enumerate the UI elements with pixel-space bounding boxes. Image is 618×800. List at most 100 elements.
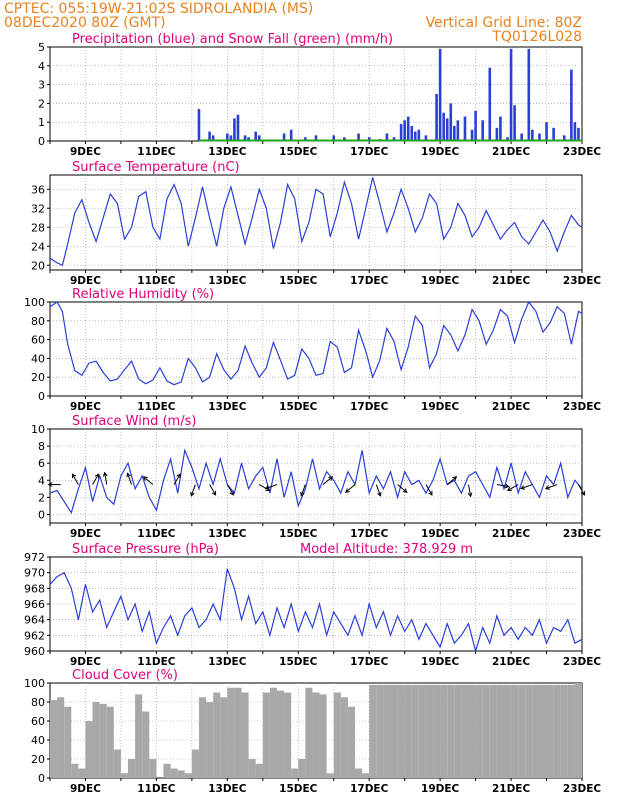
x-tick-label: 9DEC bbox=[70, 656, 101, 668]
precip-bar bbox=[488, 67, 492, 141]
precip-bar bbox=[236, 114, 240, 141]
wind-arrow bbox=[496, 484, 509, 488]
series-line bbox=[49, 300, 583, 386]
x-tick-label: 11DEC bbox=[137, 146, 176, 158]
wind-arrow bbox=[104, 472, 108, 485]
cloud-bar bbox=[170, 768, 178, 778]
x-tick-label: 15DEC bbox=[279, 401, 318, 413]
precip-bar bbox=[545, 122, 548, 141]
plot-frame bbox=[49, 174, 583, 271]
plot-frame bbox=[49, 556, 583, 652]
wind-arrow-head bbox=[452, 476, 458, 481]
x-tick-label: 9DEC bbox=[70, 528, 101, 540]
cloud-bar bbox=[291, 768, 299, 778]
header-date: 08DEC2020 80Z (GMT) bbox=[4, 15, 166, 31]
wind-arrow-head bbox=[47, 482, 53, 487]
cloud-bar bbox=[475, 684, 483, 778]
x-tick-label: 13DEC bbox=[208, 401, 247, 413]
cloud-bar bbox=[149, 759, 157, 778]
x-tick-label: 11DEC bbox=[137, 275, 176, 287]
wind-arrow bbox=[520, 484, 533, 490]
y-tick-label: 4 bbox=[38, 60, 45, 73]
cloud-bar bbox=[362, 773, 370, 778]
wind-arrow bbox=[300, 484, 306, 496]
wind-arrow bbox=[190, 484, 196, 496]
cloud-bar bbox=[340, 697, 348, 778]
cloud-bar bbox=[184, 773, 192, 778]
precip-bar bbox=[314, 135, 318, 141]
x-tick-label: 19DEC bbox=[421, 656, 460, 668]
cloud-bar bbox=[326, 773, 334, 778]
cloud-bar bbox=[425, 684, 434, 778]
panel-title: Cloud Cover (%) bbox=[72, 668, 178, 683]
cloud-bar bbox=[482, 684, 490, 778]
panel-1: Surface Temperature (nC) 20 24 28 32 36 9DEC 11… bbox=[31, 160, 601, 287]
y-tick-label: 0 bbox=[38, 508, 45, 521]
x-tick-label: 21DEC bbox=[492, 783, 531, 795]
precip-bar bbox=[406, 116, 410, 141]
precip-bar bbox=[445, 118, 449, 141]
precip-bar bbox=[509, 48, 513, 141]
x-tick-label: 21DEC bbox=[492, 275, 531, 287]
precip-bar bbox=[208, 131, 211, 141]
wind-arrow-head bbox=[71, 473, 77, 479]
cloud-bar bbox=[241, 692, 249, 778]
header-station: CPTEC: 055:19W-21:02S SIDROLANDIA (MS) bbox=[4, 1, 313, 17]
precip-bar bbox=[552, 127, 555, 141]
cloud-bar bbox=[518, 684, 526, 778]
cloud-bar bbox=[64, 706, 72, 778]
x-tick-label: 23DEC bbox=[563, 656, 602, 668]
y-tick-label: 964 bbox=[24, 614, 45, 627]
panel-title: Precipitation (blue) and Snow Fall (gree… bbox=[72, 32, 393, 47]
precip-bar bbox=[499, 116, 502, 141]
wind-arrow-head bbox=[402, 488, 408, 493]
x-tick-label: 9DEC bbox=[70, 783, 101, 795]
precip-bar bbox=[414, 131, 417, 141]
precip-bar bbox=[527, 48, 531, 141]
x-tick-label: 13DEC bbox=[208, 656, 247, 668]
y-tick-label: 28 bbox=[31, 221, 45, 234]
precip-bar bbox=[211, 135, 215, 141]
x-tick-label: 15DEC bbox=[279, 275, 318, 287]
x-tick-label: 17DEC bbox=[350, 401, 389, 413]
wind-arrow bbox=[468, 484, 472, 497]
y-tick-label: 0 bbox=[38, 772, 45, 785]
precip-bar bbox=[282, 133, 286, 141]
cloud-bar bbox=[163, 763, 171, 778]
wind-arrow-head bbox=[229, 490, 234, 496]
cloud-bar bbox=[347, 706, 356, 778]
x-tick-label: 19DEC bbox=[421, 783, 460, 795]
x-tick-label: 9DEC bbox=[70, 401, 101, 413]
series-line bbox=[49, 448, 583, 515]
cloud-bar bbox=[142, 711, 150, 778]
x-tick-label: 13DEC bbox=[208, 275, 247, 287]
x-tick-label: 23DEC bbox=[563, 275, 602, 287]
precip-bar bbox=[474, 110, 477, 141]
y-tick-label: 3 bbox=[38, 79, 45, 92]
cloud-bar bbox=[355, 768, 363, 778]
wind-arrow-head bbox=[264, 485, 270, 490]
x-tick-label: 19DEC bbox=[421, 146, 460, 158]
x-tick-label: 11DEC bbox=[137, 783, 176, 795]
wind-arrow-head bbox=[176, 473, 181, 479]
precip-bar bbox=[513, 105, 516, 141]
y-tick-label: 80 bbox=[31, 315, 45, 328]
y-tick-label: 10 bbox=[31, 423, 45, 436]
cloud-bar bbox=[206, 702, 214, 778]
wind-arrow bbox=[507, 484, 519, 491]
wind-arrow bbox=[226, 484, 234, 496]
cloud-bar bbox=[546, 684, 554, 778]
plot-frame bbox=[49, 428, 583, 524]
precip-bar bbox=[410, 125, 414, 141]
header-model-code: TQ0126L028 bbox=[491, 29, 582, 45]
cloud-bar bbox=[128, 759, 136, 778]
cloud-bar bbox=[198, 697, 207, 778]
y-tick-label: 0 bbox=[38, 390, 45, 403]
wind-arrow-head bbox=[344, 488, 350, 493]
x-tick-label: 17DEC bbox=[350, 528, 389, 540]
y-tick-label: 60 bbox=[31, 715, 45, 728]
y-tick-label: 4 bbox=[38, 474, 45, 487]
precip-bar bbox=[435, 94, 438, 141]
precip-bar bbox=[247, 137, 250, 141]
cloud-bar bbox=[234, 687, 242, 778]
